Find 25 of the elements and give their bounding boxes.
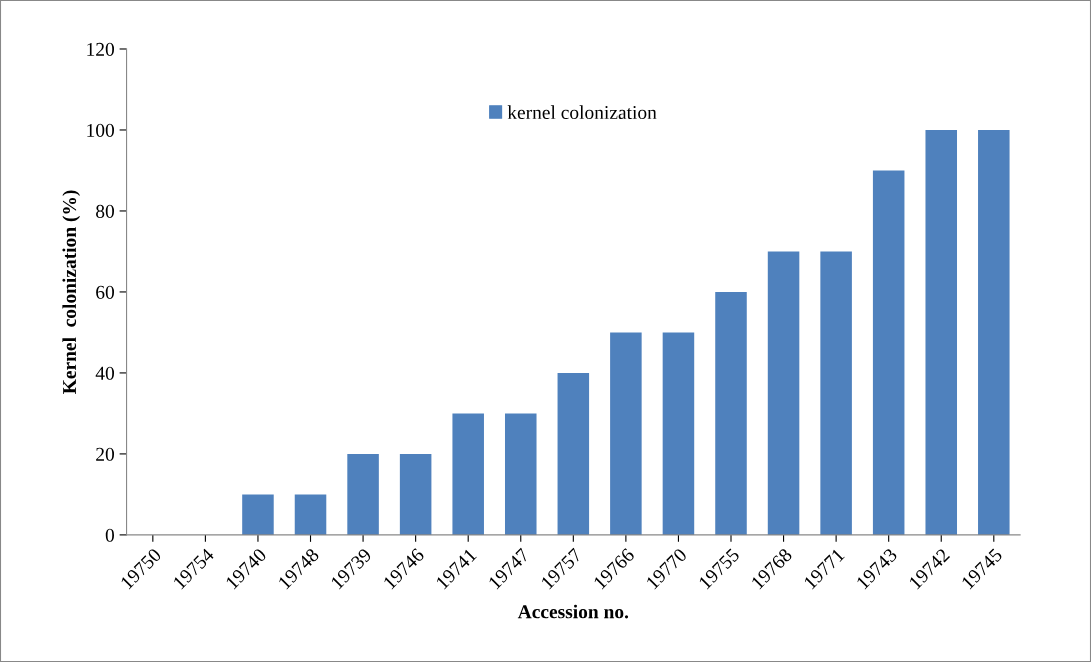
bar <box>662 332 695 535</box>
y-tick-label: 60 <box>96 285 115 299</box>
bar <box>557 372 590 535</box>
y-tick-label: 40 <box>95 366 115 380</box>
bar <box>925 129 958 535</box>
bar <box>978 129 1010 535</box>
y-tick-label: 20 <box>96 447 115 461</box>
y-tick-label: 0 <box>105 528 115 542</box>
y-tick-label: 120 <box>87 42 115 56</box>
bar <box>872 170 905 535</box>
legend-label: kernel colonization <box>507 105 657 120</box>
x-axis-title: Accession no. <box>517 604 629 619</box>
bar <box>767 251 800 535</box>
bar <box>610 332 642 535</box>
bar <box>347 453 379 535</box>
bar <box>294 494 327 535</box>
y-tick-label: 80 <box>96 204 115 218</box>
bar <box>820 251 852 535</box>
bar <box>452 413 484 535</box>
y-axis-title: Kernel colonization (%) <box>62 190 81 394</box>
y-tick-label: 100 <box>87 123 115 137</box>
bar <box>504 413 537 535</box>
bar <box>242 494 274 535</box>
bar <box>715 291 747 535</box>
bar <box>399 453 432 535</box>
